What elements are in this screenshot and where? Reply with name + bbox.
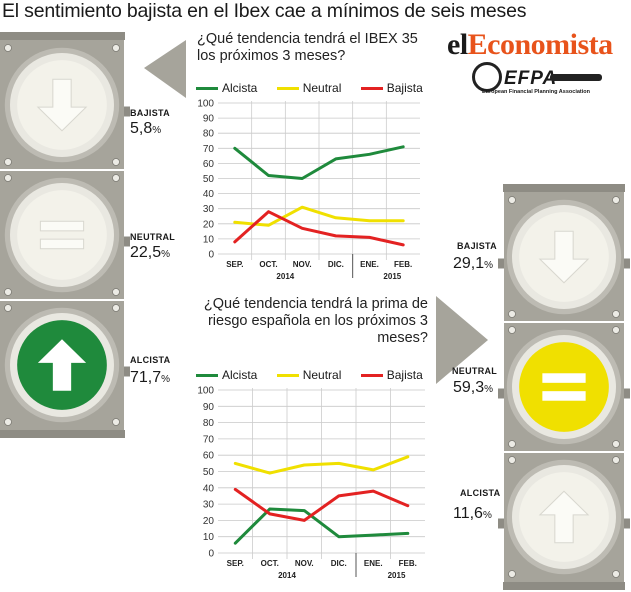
legend-swatch-bajista [360, 87, 383, 91]
legend-item: Neutral [276, 368, 341, 382]
pointer-arrow [144, 40, 186, 98]
screw-icon [508, 456, 516, 464]
screw-icon [4, 158, 12, 166]
panel-cap [503, 184, 625, 192]
equals-bar [542, 391, 586, 401]
right-bajista-label: BAJISTA [457, 241, 497, 251]
euro-ring-icon [472, 62, 502, 92]
screw-icon [508, 310, 516, 318]
arrow-up-icon [538, 490, 590, 544]
screw-icon [612, 326, 620, 334]
panel-cap [0, 32, 125, 40]
side-tab [498, 258, 504, 269]
traffic-light-panel [0, 32, 186, 438]
screw-icon [4, 174, 12, 182]
legend-item: Bajista [360, 368, 423, 382]
lamp [17, 190, 107, 280]
chart1-title: ¿Qué tendencia tendrá el IBEX 35 los pró… [197, 31, 418, 64]
screw-icon [112, 304, 120, 312]
screw-icon [612, 440, 620, 448]
left-neutral-value: 22,5% [130, 244, 171, 261]
right-neutral-value: 59,3% [453, 379, 494, 396]
right-alcista-value: 11,6% [453, 505, 492, 522]
screw-icon [4, 304, 12, 312]
screw-icon [612, 570, 620, 578]
chart1-legend: Alcista Neutral Bajista [196, 81, 439, 95]
legend-item: Alcista [196, 81, 257, 95]
arrow-down-icon [538, 230, 590, 284]
screw-icon [4, 288, 12, 296]
left-bajista-label: BAJISTA [130, 108, 170, 118]
lamp [519, 342, 609, 432]
screw-icon [508, 570, 516, 578]
screw-icon [112, 158, 120, 166]
screw-icon [508, 440, 516, 448]
screw-icon [508, 196, 516, 204]
legend-swatch-neutral [276, 374, 299, 378]
right-neutral-label: NEUTRAL [452, 366, 498, 376]
chart2-legend: Alcista Neutral Bajista [196, 368, 439, 382]
arrow-down-icon [36, 78, 88, 132]
efpa-bar [550, 74, 602, 81]
side-tab [624, 388, 630, 399]
side-tab [124, 366, 130, 377]
right-alcista-label: ALCISTA [460, 488, 501, 498]
traffic-light-panel [436, 184, 630, 590]
legend-swatch-neutral [276, 87, 299, 91]
equals-bar [39, 220, 85, 232]
eleconomista-logo: elEconomista [447, 28, 613, 61]
screw-icon [112, 288, 120, 296]
screw-icon [612, 456, 620, 464]
side-tab [624, 258, 630, 269]
screw-icon [4, 418, 12, 426]
legend-item: Alcista [196, 368, 257, 382]
pointer-arrow [436, 296, 488, 384]
headline: El sentimiento bajista en el Ibex cae a … [2, 0, 527, 22]
legend-swatch-alcista [196, 87, 218, 91]
efpa-country: ESPAÑA [560, 65, 585, 71]
left-alcista-value: 71,7% [130, 369, 171, 386]
side-tab [624, 518, 630, 529]
side-tab [124, 106, 130, 117]
left-alcista-label: ALCISTA [130, 355, 171, 365]
efpa-name: EFPA [504, 68, 558, 89]
screw-icon [112, 174, 120, 182]
chart2-title: ¿Qué tendencia tendrá la prima de riesgo… [203, 296, 428, 346]
screw-icon [112, 44, 120, 52]
arrow-up-icon [37, 339, 87, 391]
side-tab [498, 518, 504, 529]
left-bajista-value: 5,8% [130, 120, 162, 137]
side-tab [124, 236, 130, 247]
legend-item: Neutral [276, 81, 341, 95]
equals-bar [542, 373, 586, 383]
right-bajista-value: 29,1% [453, 255, 494, 272]
panel-cap [503, 582, 625, 590]
screw-icon [612, 196, 620, 204]
efpa-full-name: European Financial Planning Association [482, 89, 590, 95]
equals-bar [39, 238, 85, 250]
side-tab [498, 388, 504, 399]
efpa-logo: EFPA ESPAÑA European Financial Planning … [472, 62, 604, 100]
legend-item: Bajista [360, 81, 423, 95]
panel-cap [0, 430, 125, 438]
screw-icon [612, 310, 620, 318]
screw-icon [4, 44, 12, 52]
screw-icon [112, 418, 120, 426]
screw-icon [508, 326, 516, 334]
left-neutral-label: NEUTRAL [130, 232, 176, 242]
legend-swatch-bajista [360, 374, 383, 378]
legend-swatch-alcista [196, 374, 218, 378]
